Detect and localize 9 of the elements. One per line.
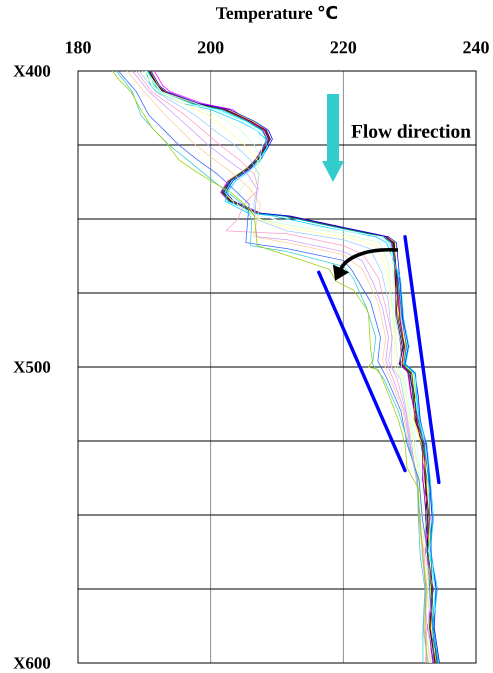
x-axis-title: Temperature ℃: [216, 6, 338, 23]
x-tick-label: 180: [66, 41, 91, 54]
ref-line-label: X500: [13, 361, 50, 373]
annotation: Flow direction: [351, 124, 471, 138]
x-tick-label: 240: [463, 41, 489, 54]
ref-line-label: X400: [13, 65, 50, 77]
x-tick-label: 200: [198, 41, 224, 54]
ref-line-label: X600: [13, 657, 50, 669]
x-tick-label: 220: [330, 41, 356, 54]
